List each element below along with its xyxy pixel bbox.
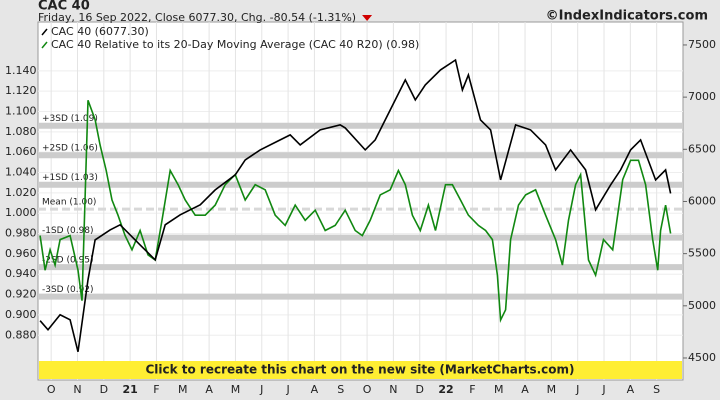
- x-tick-label: A: [205, 383, 213, 396]
- y-tick-label: 0.900: [5, 308, 37, 321]
- y-tick-label: 0.880: [5, 328, 37, 341]
- down-arrow: [362, 15, 373, 21]
- y2-tick-label: 6500: [688, 142, 716, 155]
- x-tick-label: M: [178, 383, 188, 396]
- y-tick-label: 0.980: [5, 227, 37, 240]
- x-tick-label: J: [601, 383, 605, 396]
- legend-label: CAC 40 Relative to its 20-Day Moving Ave…: [51, 38, 419, 51]
- sd-label: -2SD (0.95): [42, 256, 94, 266]
- x-tick-label: J: [259, 383, 263, 396]
- x-tick-label: A: [627, 383, 635, 396]
- x-tick-label: 22: [438, 383, 453, 396]
- sd-label: Mean (1.00): [42, 198, 96, 208]
- y-tick-label: 1.080: [5, 125, 37, 138]
- y-tick-label: 1.020: [5, 186, 37, 199]
- x-tick-label: D: [415, 383, 423, 396]
- x-tick-label: F: [469, 383, 475, 396]
- y-tick-label: 0.960: [5, 247, 37, 260]
- y2-tick-label: 5000: [688, 299, 716, 312]
- y2-tick-label: 6000: [688, 194, 716, 207]
- y-tick-label: 0.940: [5, 267, 37, 280]
- bands: +3SD (1.09) +2SD (1.06) +1SD (1.03) Mean (1…: [38, 114, 683, 300]
- series-line: [39, 58, 672, 352]
- x-tick-label: A: [521, 383, 529, 396]
- sd-label: +1SD (1.03): [42, 173, 98, 183]
- lines: [39, 58, 672, 352]
- chart-subtitle: Friday, 16 Sep 2022, Close 6077.30, Chg.…: [38, 11, 356, 24]
- series-line: [39, 100, 672, 324]
- y2-tick-label: 4500: [688, 351, 716, 364]
- x-tick-label: F: [153, 383, 159, 396]
- banner-text[interactable]: Click to recreate this chart on the new …: [145, 363, 574, 377]
- x-tick-label: J: [285, 383, 289, 396]
- legend-swatch: [41, 28, 48, 36]
- y-tick-label: 1.140: [5, 64, 37, 77]
- x-tick-label: S: [337, 383, 344, 396]
- y2-tick-label: 5500: [688, 247, 716, 260]
- legend: CAC 40 (6077.30)CAC 40 Relative to its 2…: [41, 25, 419, 51]
- x-tick-label: N: [73, 383, 81, 396]
- x-tick-label: A: [311, 383, 319, 396]
- x-tick-label: N: [389, 383, 397, 396]
- x-tick-label: O: [47, 383, 56, 396]
- y2-tick-label: 7500: [688, 38, 716, 51]
- sd-label: +2SD (1.06): [42, 144, 98, 154]
- x-tick-label: M: [547, 383, 557, 396]
- sd-label: -3SD (0.92): [42, 285, 94, 295]
- banner-box[interactable]: [39, 361, 682, 379]
- legend-label: CAC 40 (6077.30): [51, 25, 149, 38]
- y2-tick-label: 7000: [688, 90, 716, 103]
- y-tick-label: 1.040: [5, 166, 37, 179]
- y-tick-label: 0.920: [5, 288, 37, 301]
- x-tick-label: M: [231, 383, 241, 396]
- source: ©IndexIndicators.com: [546, 9, 708, 24]
- x-tick-label: M: [494, 383, 504, 396]
- x-tick-label: J: [575, 383, 579, 396]
- chart-title: CAC 40: [38, 0, 90, 14]
- y-tick-label: 1.120: [5, 84, 37, 97]
- sd-label: -1SD (0.98): [42, 226, 94, 236]
- x-tick-label: 21: [122, 383, 137, 396]
- y-tick-label: 1.100: [5, 105, 37, 118]
- sd-label: +3SD (1.09): [42, 114, 98, 124]
- y-tick-label: 1.060: [5, 145, 37, 158]
- banner[interactable]: Click to recreate this chart on the new …: [39, 361, 682, 379]
- legend-swatch: [41, 41, 48, 49]
- x-tick-label: S: [653, 383, 660, 396]
- plot-area: [37, 21, 684, 381]
- y-tick-label: 1.000: [5, 206, 37, 219]
- x-tick-label: O: [363, 383, 372, 396]
- x-tick-label: D: [100, 383, 108, 396]
